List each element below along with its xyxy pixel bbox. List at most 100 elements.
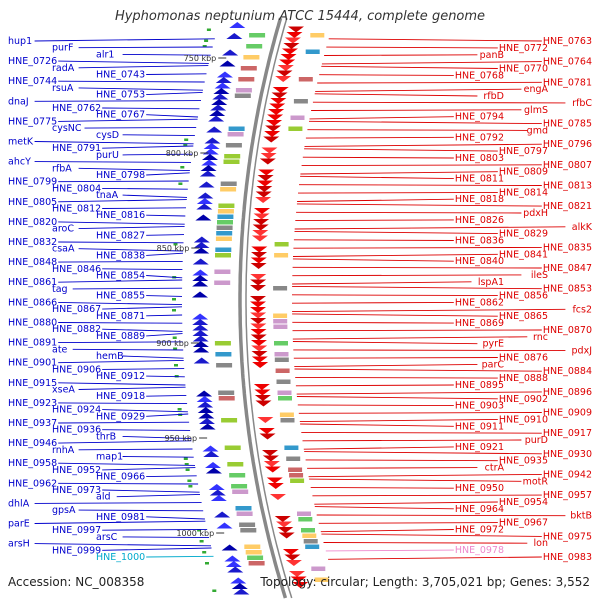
gene-label: HNE_0785 xyxy=(543,119,592,130)
feature-block xyxy=(227,132,244,137)
gene-arrow-forward xyxy=(250,274,267,280)
feature-block xyxy=(289,473,304,478)
feature-block xyxy=(227,462,244,467)
gene-arrow-reverse xyxy=(196,390,213,397)
gene-arrow-forward xyxy=(252,362,269,368)
gene-label: pdxH xyxy=(523,208,548,219)
gene-label: HNE_0884 xyxy=(543,366,592,377)
gene-arrow-forward xyxy=(287,26,304,33)
gene-arrow-reverse xyxy=(208,115,225,122)
gene-arrow-reverse xyxy=(198,412,215,419)
gene-label: HNE_0835 xyxy=(543,242,592,253)
gene-leader-line xyxy=(300,175,454,180)
gene-arrow-forward xyxy=(261,147,278,154)
gene-arrow-forward xyxy=(251,345,268,352)
gene-label: HNE_0929 xyxy=(96,411,145,422)
gene-leader-line xyxy=(146,73,207,75)
gene-arrow-reverse xyxy=(197,192,214,199)
gene-arrow-forward xyxy=(253,213,270,220)
gene-leader-line xyxy=(292,274,522,277)
gene-leader-line xyxy=(319,74,454,76)
gene-label: HNE_0812 xyxy=(52,204,101,215)
gene-arrow-forward xyxy=(267,114,284,121)
gene-leader-line xyxy=(315,88,522,92)
gene-label: hemB xyxy=(96,351,124,362)
gene-leader-line xyxy=(301,431,542,434)
gene-arrow-reverse xyxy=(197,401,214,408)
gene-label: HNE_0767 xyxy=(96,110,145,121)
gene-arrow-forward xyxy=(251,351,268,357)
gene-arrow-forward xyxy=(253,384,270,390)
gene-arrow-reverse xyxy=(214,82,231,89)
gene-arrow-forward xyxy=(261,450,278,456)
gene-label: HNE_0936 xyxy=(52,425,101,436)
gene-label: pdxJ xyxy=(572,346,592,357)
gene-arrow-reverse xyxy=(226,33,243,39)
gene-leader-line xyxy=(292,336,528,340)
feature-block xyxy=(214,341,231,346)
gene-leader-line xyxy=(310,486,454,489)
gene-leader-line xyxy=(58,221,185,225)
gene-label: HNE_0753 xyxy=(96,90,145,101)
gene-leader-line xyxy=(298,412,542,414)
gene-leader-line xyxy=(292,308,566,313)
gc-marker xyxy=(185,468,190,471)
gene-label: engA xyxy=(524,84,549,95)
gene-leader-line xyxy=(102,429,191,431)
gene-leader-line xyxy=(325,549,454,552)
gene-label: HNE_0811 xyxy=(455,174,504,185)
kbp-tick-label: 750 kbp xyxy=(184,54,217,63)
gene-leader-line xyxy=(78,46,213,49)
feature-block xyxy=(302,533,317,538)
gene-arrow-reverse xyxy=(216,71,233,78)
gene-arrow-reverse xyxy=(197,407,214,413)
gene-arrow-reverse xyxy=(198,181,215,188)
gene-label: HNE_0870 xyxy=(543,325,592,336)
feature-block xyxy=(235,506,252,511)
gene-leader-line xyxy=(34,161,192,163)
gene-label: HNE_0924 xyxy=(52,405,101,416)
gene-label: rsuA xyxy=(52,83,74,94)
gene-arrow-forward xyxy=(263,461,280,467)
gene-label: lon xyxy=(534,538,548,549)
gene-leader-line xyxy=(292,266,542,269)
gene-label: HNE_0856 xyxy=(499,291,548,302)
gene-arrow-forward xyxy=(251,235,268,242)
gene-label: HNE_0896 xyxy=(543,387,592,398)
gene-leader-line xyxy=(58,260,183,263)
gene-leader-line xyxy=(296,391,542,395)
gene-leader-line xyxy=(146,252,184,256)
gene-leader-line xyxy=(297,404,454,407)
gene-leader-line xyxy=(305,459,498,462)
gene-leader-line xyxy=(146,172,190,176)
feature-block xyxy=(217,220,233,225)
gene-label: dnaJ xyxy=(8,96,29,107)
gene-leader-line xyxy=(58,80,205,83)
accession-label: Accession: NC_008358 xyxy=(8,575,145,589)
gene-label: HNE_0855 xyxy=(96,291,145,302)
gene-leader-line xyxy=(58,301,183,306)
gene-arrow-reverse xyxy=(229,22,246,28)
gene-leader-line xyxy=(312,494,542,497)
gene-leader-line xyxy=(314,93,478,97)
feature-block xyxy=(297,511,311,516)
gene-arrow-forward xyxy=(262,455,279,462)
gene-label: HNE_0902 xyxy=(499,394,548,405)
gene-leader-line xyxy=(78,448,193,451)
gene-label: HNE_0762 xyxy=(52,103,101,114)
gene-leader-line xyxy=(78,248,184,252)
gene-leader-line xyxy=(102,528,208,531)
gene-label: HNE_0909 xyxy=(543,408,592,419)
gene-arrow-forward xyxy=(284,37,301,44)
gene-label: HNE_0891 xyxy=(8,338,57,349)
gene-arrow-forward xyxy=(272,87,289,93)
gene-arrow-reverse xyxy=(203,143,220,149)
gene-leader-line xyxy=(294,368,542,372)
gene-leader-line xyxy=(314,506,454,510)
gene-label: HNE_0871 xyxy=(96,311,145,322)
gene-arrow-forward xyxy=(284,554,301,561)
gene-arrow-reverse xyxy=(203,451,220,457)
feature-block xyxy=(274,341,288,346)
gene-label: HNE_0826 xyxy=(455,215,504,226)
backbone-arc xyxy=(245,17,293,599)
